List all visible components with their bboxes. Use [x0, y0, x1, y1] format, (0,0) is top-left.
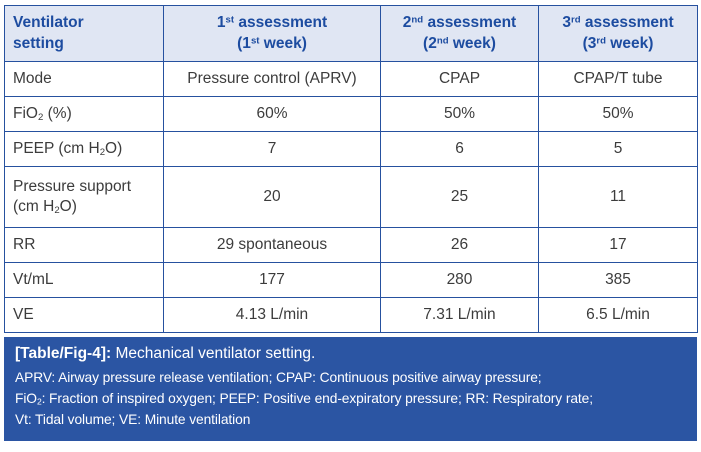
subscript: 2 [36, 396, 42, 407]
ordinal-superscript: nd [411, 14, 424, 26]
header-text: (1 [237, 34, 251, 52]
header-text: 2 [402, 14, 412, 32]
cell-fio2-assessment2: 50% [380, 96, 539, 132]
abbreviation-line: FiO2: Fraction of inspired oxygen; PEEP:… [15, 389, 686, 410]
figure-caption: [Table/Fig-4]: Mechanical ventilator set… [4, 337, 697, 441]
row-label-text: FiO [13, 104, 38, 122]
cell-peep-assessment2: 6 [380, 131, 539, 167]
ventilator-settings-table: Ventilator setting 1st assessment (1st w… [4, 5, 698, 333]
abbreviation-text: FiO [15, 390, 37, 406]
row-label-text: O) [105, 139, 123, 157]
header-text: Ventilator [13, 14, 84, 32]
ordinal-superscript: st [225, 14, 235, 26]
cell-mode-assessment3: CPAP/T tube [538, 61, 698, 97]
cell-vt-assessment2: 280 [380, 262, 539, 298]
subscript: 2 [37, 111, 44, 123]
row-label-vt: Vt/mL [4, 262, 164, 298]
header-text: week) [606, 34, 654, 52]
cell-vt-assessment1: 177 [163, 262, 381, 298]
cell-rr-assessment1: 29 spontaneous [163, 227, 381, 263]
header-text: (3 [582, 34, 597, 52]
abbreviations-note: APRV: Airway pressure release ventilatio… [15, 368, 686, 431]
table-row-fio2: FiO2 (%) 60% 50% 50% [4, 96, 698, 132]
header-text: assessment [580, 14, 674, 32]
cell-pressure-support-assessment1: 20 [163, 166, 381, 228]
header-text: week) [259, 34, 307, 52]
cell-peep-assessment1: 7 [163, 131, 381, 167]
ordinal-superscript: nd [436, 35, 449, 47]
row-label-mode: Mode [4, 61, 164, 97]
cell-pressure-support-assessment2: 25 [380, 166, 539, 228]
table-row-mode: Mode Pressure control (APRV) CPAP CPAP/T… [4, 61, 698, 97]
header-text: 1 [216, 14, 226, 32]
row-label-fio2: FiO2 (%) [4, 96, 164, 132]
header-text: assessment [234, 14, 328, 32]
cell-ve-assessment3: 6.5 L/min [538, 297, 698, 333]
header-row: Ventilator setting 1st assessment (1st w… [4, 5, 698, 62]
header-text: week) [448, 34, 496, 52]
abbreviation-text: : Fraction of inspired oxygen; PEEP: Pos… [41, 390, 593, 406]
subscript: 2 [99, 146, 106, 158]
cell-mode-assessment1: Pressure control (APRV) [163, 61, 381, 97]
row-label-text: (cm H [13, 198, 55, 215]
table-row-peep: PEEP (cm H2O) 7 6 5 [4, 131, 698, 167]
caption-title: [Table/Fig-4]: Mechanical ventilator set… [15, 344, 686, 365]
ordinal-superscript: st [250, 35, 260, 47]
header-assessment-3: 3rd assessment (3rd week) [538, 5, 698, 62]
header-assessment-2: 2nd assessment (2nd week) [380, 5, 539, 62]
cell-fio2-assessment3: 50% [538, 96, 698, 132]
row-label-ve: VE [4, 297, 164, 333]
table-row-ve: VE 4.13 L/min 7.31 L/min 6.5 L/min [4, 297, 698, 333]
abbreviation-line: APRV: Airway pressure release ventilatio… [15, 369, 542, 385]
ordinal-superscript: rd [570, 14, 581, 26]
header-text: (2 [423, 34, 437, 52]
abbreviation-line: Vt: Tidal volume; VE: Minute ventilation [15, 411, 251, 427]
header-ventilator-setting: Ventilator setting [4, 5, 164, 62]
table-row-rr: RR 29 spontaneous 26 17 [4, 227, 698, 263]
cell-vt-assessment3: 385 [538, 262, 698, 298]
cell-rr-assessment3: 17 [538, 227, 698, 263]
cell-peep-assessment3: 5 [538, 131, 698, 167]
header-text: setting [13, 34, 64, 52]
header-text: 3 [562, 14, 571, 32]
header-assessment-1: 1st assessment (1st week) [163, 5, 381, 62]
row-label-text: PEEP (cm H [13, 139, 100, 157]
row-label-text: O) [59, 198, 77, 215]
subscript: 2 [54, 204, 60, 216]
row-label-text: (%) [43, 104, 72, 122]
header-text: assessment [423, 14, 517, 32]
cell-ve-assessment2: 7.31 L/min [380, 297, 539, 333]
cell-mode-assessment2: CPAP [380, 61, 539, 97]
ordinal-superscript: rd [596, 35, 606, 47]
figure-title-text: Mechanical ventilator setting. [111, 345, 316, 362]
row-label-text: Pressure support [13, 177, 132, 195]
row-label-pressure-support: Pressure support (cm H2O) [4, 166, 164, 228]
cell-ve-assessment1: 4.13 L/min [163, 297, 381, 333]
row-label-rr: RR [4, 227, 164, 263]
cell-pressure-support-assessment3: 11 [538, 166, 698, 228]
row-label-peep: PEEP (cm H2O) [4, 131, 164, 167]
cell-rr-assessment2: 26 [380, 227, 539, 263]
table-row-vt: Vt/mL 177 280 385 [4, 262, 698, 298]
figure-label: [Table/Fig-4]: [15, 345, 112, 362]
table-row-pressure-support: Pressure support (cm H2O) 20 25 11 [4, 166, 698, 228]
cell-fio2-assessment1: 60% [163, 96, 381, 132]
